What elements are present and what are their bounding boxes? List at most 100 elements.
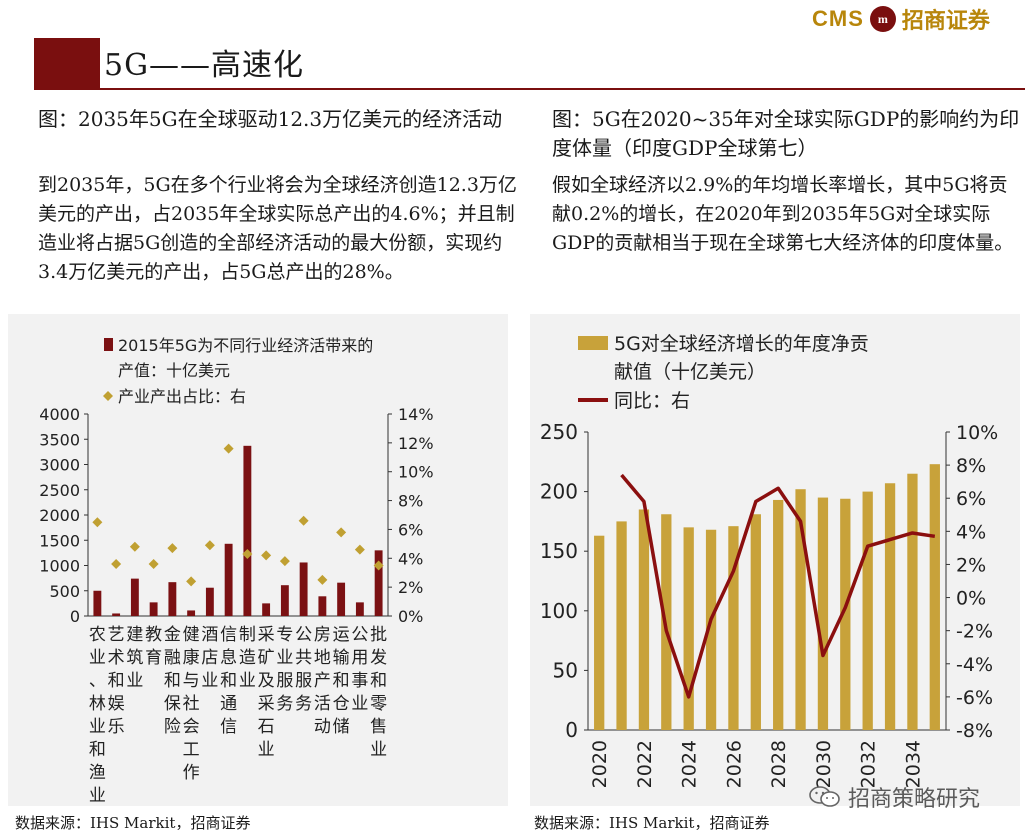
legend-diamond-swatch: [103, 391, 113, 401]
share-diamond: [129, 541, 140, 552]
right-description: 假如全球经济以2.9%的年均增长率增长，其中5G将贡献0.2%的增长，在2020…: [552, 174, 1014, 254]
output-bar: [262, 603, 271, 616]
category-label-char: 农: [89, 625, 106, 645]
x-tick-label: 2020: [589, 740, 611, 788]
category-label-char: 房: [314, 625, 331, 645]
category-label-char: 教: [145, 625, 162, 645]
category-label-char: 储: [333, 717, 350, 737]
category-label-char: 服: [295, 671, 312, 691]
category-label-char: 输: [333, 648, 350, 668]
share-diamond: [336, 527, 347, 538]
industry-output-chart: 0 500 1000 1500 2000 2500 3000 3500 4000 0% 2% 4% 6%…: [39, 336, 434, 806]
category-label-char: 动: [314, 717, 331, 737]
output-bar: [337, 582, 346, 616]
category-label-char: 育: [145, 648, 162, 668]
contribution-bar: [907, 473, 918, 730]
x-tick-label: 2030: [813, 740, 835, 788]
y-left-tick-label: 250: [540, 420, 578, 444]
y-right-tick-label: 2%: [398, 578, 423, 597]
left-source-note: 数据来源：IHS Markit，招商证券: [15, 814, 251, 832]
category-label-char: 和: [164, 671, 181, 691]
category-label-char: 业: [239, 671, 256, 691]
category-label-char: 娱: [108, 694, 125, 714]
category-label-char: 险: [164, 717, 181, 737]
share-diamond: [92, 517, 103, 528]
output-bar: [93, 590, 102, 616]
legend-bar-label-line1: 2015年5G为不同行业经济活带来的: [118, 336, 373, 355]
right-source-note: 数据来源：IHS Markit，招商证券: [534, 814, 770, 832]
contribution-bar: [884, 483, 896, 730]
category-label-char: 术: [108, 648, 125, 668]
y-left-tick-label: 0: [565, 718, 578, 742]
category-label-char: 业: [276, 648, 293, 668]
contribution-bar: [817, 497, 829, 730]
yoy-line: [620, 473, 936, 699]
watermark: 招商策略研究: [808, 781, 980, 813]
logo-cms-text: CMS: [812, 6, 864, 31]
category-label-char: 共: [295, 648, 312, 668]
category-label-char: 活: [314, 694, 331, 714]
output-bar: [355, 602, 364, 616]
y-left-tick-label: 1000: [39, 557, 80, 576]
right-chart-panel: 0 50 100 150 200 250 -8% -6% -4% -2% 0% 2% 4% 6% 8% 10%…: [530, 314, 1020, 806]
share-diamond: [148, 559, 159, 570]
output-bar: [280, 585, 289, 616]
output-bar: [130, 578, 139, 616]
x-tick-label: 2024: [679, 740, 701, 788]
output-bar: [187, 610, 196, 616]
category-label-char: 和: [333, 671, 350, 691]
category-label-char: 和: [89, 740, 106, 760]
x-tick-label: 2026: [723, 740, 745, 788]
legend-diamond-label: 产业产出占比：右: [118, 387, 246, 406]
y-right-tick-label: 10%: [956, 422, 998, 444]
x-tick-label: 2022: [634, 740, 656, 788]
contribution-bar: [638, 509, 650, 730]
y-right-tick-label: 2%: [956, 554, 986, 576]
slide-title: 5G——高速化: [104, 48, 305, 83]
output-bar: [168, 582, 177, 616]
y-right-tick-label: 4%: [956, 521, 986, 543]
legend-bar-label-line2: 献值（十亿美元）: [614, 361, 766, 383]
category-label-char: 造: [239, 648, 256, 668]
category-label-char: 发: [370, 648, 387, 668]
category-label-char: 事: [351, 671, 368, 691]
y-left-tick-label: 3000: [39, 456, 80, 475]
left-figure-title: 图：2035年5G在全球驱动12.3万亿美元的经济活动: [38, 107, 503, 131]
y-left-tick-label: 1500: [39, 531, 80, 550]
contribution-bar: [840, 498, 851, 730]
category-label-char: 信: [220, 625, 237, 645]
y-right-tick-label: 10%: [398, 463, 434, 482]
output-bar: [374, 550, 383, 616]
share-diamond: [298, 515, 309, 526]
category-label-char: 和: [370, 671, 387, 691]
contribution-bar: [862, 491, 873, 730]
category-label-char: 业: [89, 648, 106, 668]
category-label-char: 金: [164, 625, 181, 645]
logo-company-name: 招商证券: [901, 8, 990, 34]
category-label-char: 康: [183, 648, 200, 668]
output-bar: [205, 587, 214, 616]
watermark-text: 招商策略研究: [848, 787, 981, 812]
category-label-char: 及: [258, 671, 275, 691]
output-bar: [299, 562, 308, 616]
y-left-tick-label: 50: [553, 658, 578, 682]
category-label-char: 矿: [258, 648, 275, 668]
y-right-tick-label: 0%: [398, 607, 423, 626]
category-label-char: 会: [183, 717, 200, 737]
category-label-char: 地: [314, 648, 331, 668]
contribution-bar: [750, 514, 761, 730]
share-diamond: [279, 556, 290, 567]
legend-bar-swatch: [104, 338, 113, 351]
category-label-char: 社: [183, 694, 200, 714]
legend-bar-label-line2: 产值：十亿美元: [118, 361, 230, 380]
y-left-tick-label: 100: [540, 599, 578, 623]
output-bar: [224, 543, 233, 616]
category-label-char: 林: [89, 694, 106, 714]
legend-line-label: 同比：右: [614, 390, 690, 412]
category-label-char: 健: [183, 625, 200, 645]
logo-mark-icon: m: [869, 6, 896, 32]
category-label-char: 艺: [108, 625, 125, 645]
y-left-tick-label: 2000: [39, 506, 80, 525]
y-left-tick-label: 150: [540, 539, 578, 563]
category-label-char: 筑: [126, 648, 143, 668]
